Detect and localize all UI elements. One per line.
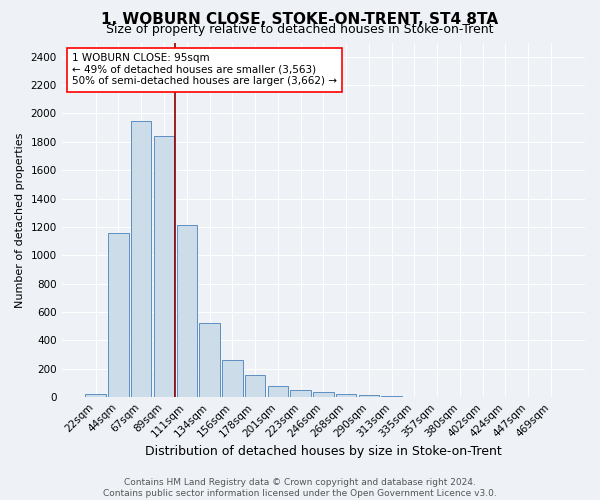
Bar bbox=[176, 225, 197, 397]
Bar bbox=[131, 120, 151, 397]
Bar bbox=[85, 394, 106, 397]
Bar bbox=[268, 386, 288, 397]
Bar bbox=[199, 322, 220, 397]
Bar bbox=[382, 396, 402, 397]
Bar bbox=[245, 375, 265, 397]
Bar bbox=[336, 394, 356, 397]
Text: 1, WOBURN CLOSE, STOKE-ON-TRENT, ST4 8TA: 1, WOBURN CLOSE, STOKE-ON-TRENT, ST4 8TA bbox=[101, 12, 499, 28]
Bar bbox=[313, 392, 334, 397]
Bar bbox=[290, 390, 311, 397]
X-axis label: Distribution of detached houses by size in Stoke-on-Trent: Distribution of detached houses by size … bbox=[145, 444, 502, 458]
Bar bbox=[427, 396, 448, 397]
Bar bbox=[108, 234, 129, 397]
Text: Contains HM Land Registry data © Crown copyright and database right 2024.
Contai: Contains HM Land Registry data © Crown c… bbox=[103, 478, 497, 498]
Text: 1 WOBURN CLOSE: 95sqm
← 49% of detached houses are smaller (3,563)
50% of semi-d: 1 WOBURN CLOSE: 95sqm ← 49% of detached … bbox=[72, 53, 337, 86]
Bar bbox=[404, 396, 425, 397]
Bar bbox=[222, 360, 242, 397]
Text: Size of property relative to detached houses in Stoke-on-Trent: Size of property relative to detached ho… bbox=[106, 22, 494, 36]
Bar bbox=[154, 136, 174, 397]
Y-axis label: Number of detached properties: Number of detached properties bbox=[15, 132, 25, 308]
Bar bbox=[359, 395, 379, 397]
